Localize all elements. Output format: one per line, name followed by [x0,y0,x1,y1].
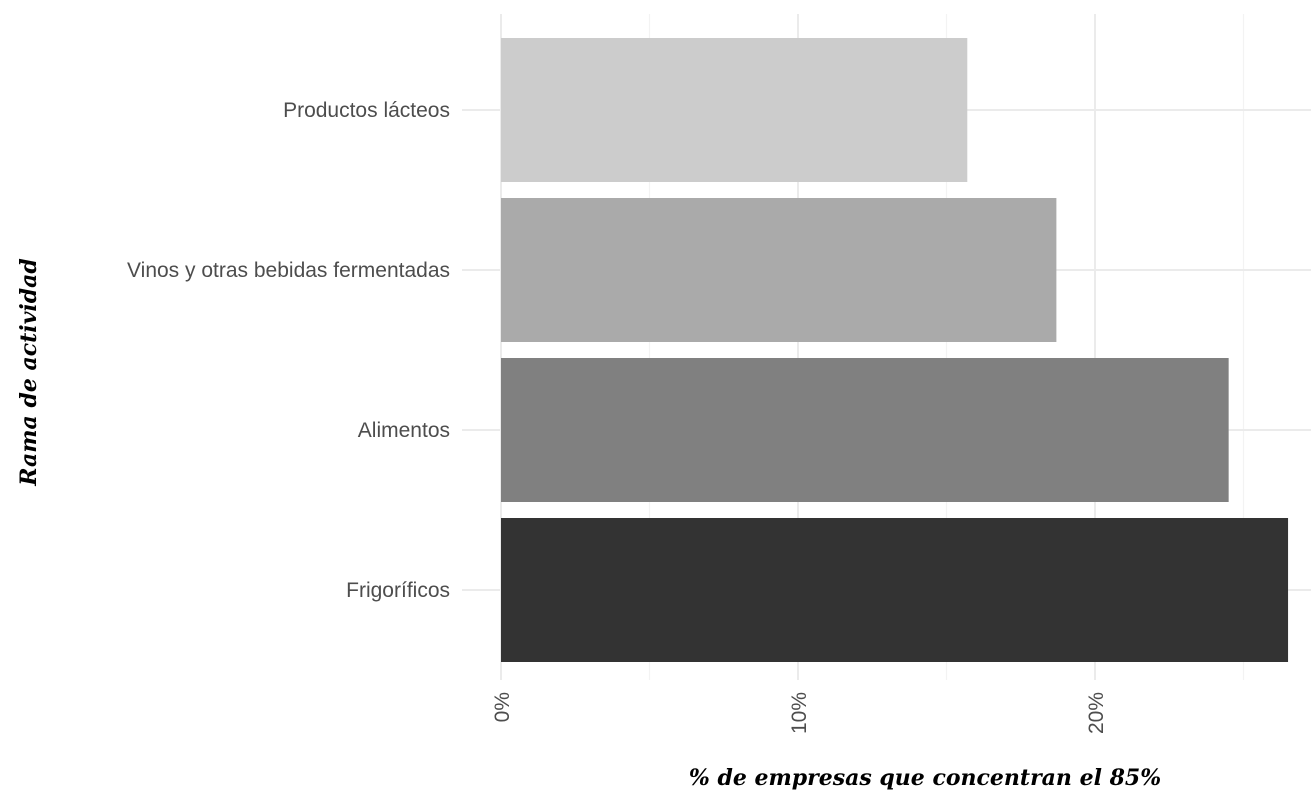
x-tick-label: 10% [788,692,811,734]
y-axis-tick-labels: Productos lácteos Vinos y otras bebidas f… [127,99,450,602]
y-tick-label: Vinos y otras bebidas fermentadas [127,259,450,282]
bars [501,38,1289,662]
x-tick-label: 0% [491,692,514,722]
bar [501,518,1289,662]
y-tick-label: Alimentos [358,419,450,442]
y-axis-title: Rama de actividad [16,258,42,487]
y-tick-label: Frigoríficos [346,579,450,602]
y-tick-label: Productos lácteos [283,99,450,122]
bar [501,198,1057,342]
x-axis-title: % de empresas que concentran el 85% [689,765,1161,791]
x-tick-label: 20% [1085,692,1108,734]
x-axis-tick-labels: 0% 10% 20% [491,692,1108,734]
bar [501,358,1229,502]
bar [501,38,968,182]
